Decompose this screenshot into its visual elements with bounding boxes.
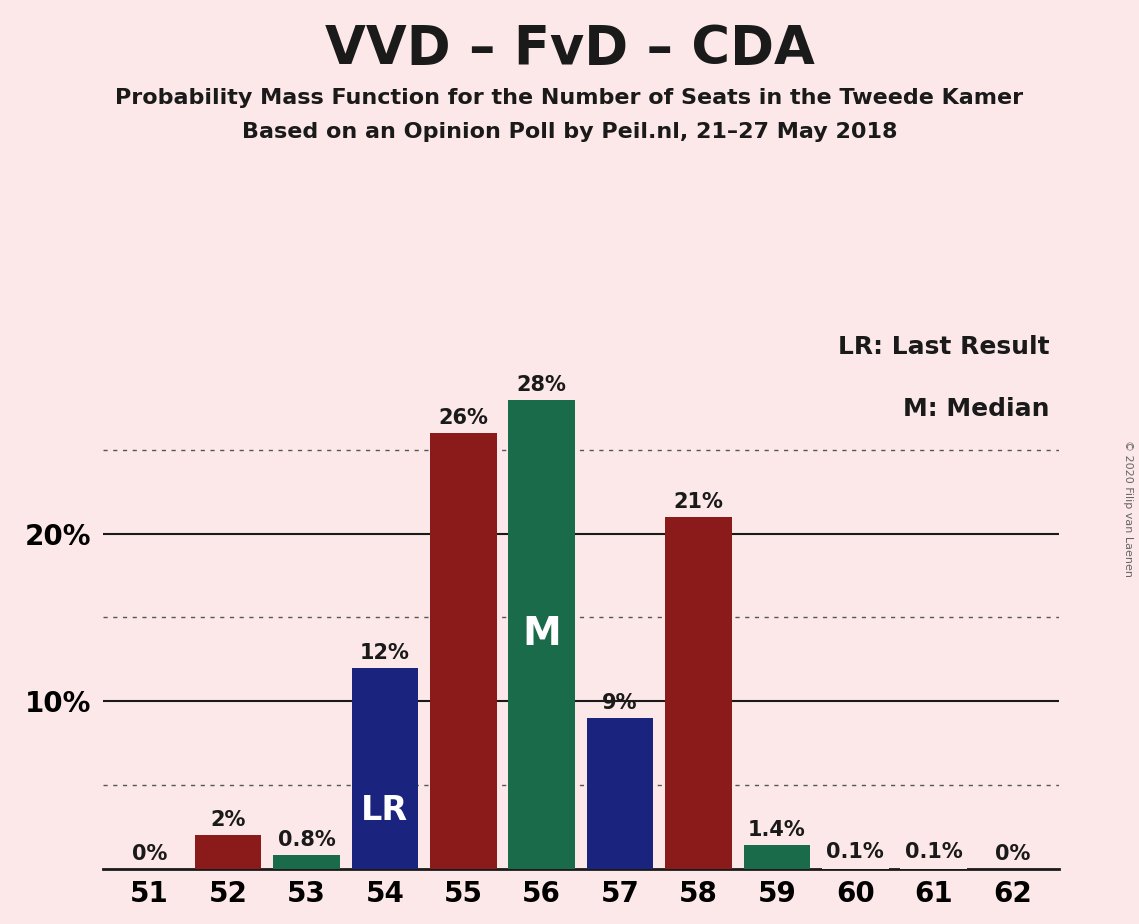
Text: VVD – FvD – CDA: VVD – FvD – CDA <box>325 23 814 75</box>
Bar <box>587 718 654 869</box>
Text: M: Median: M: Median <box>903 397 1050 421</box>
Bar <box>273 856 339 869</box>
Bar <box>822 867 888 869</box>
Text: M: M <box>523 615 562 653</box>
Text: LR: Last Result: LR: Last Result <box>838 335 1050 359</box>
Bar <box>195 835 261 869</box>
Bar <box>665 517 732 869</box>
Text: 0%: 0% <box>994 845 1030 864</box>
Text: 2%: 2% <box>211 810 246 830</box>
Text: LR: LR <box>361 794 409 827</box>
Text: 12%: 12% <box>360 642 410 663</box>
Text: 28%: 28% <box>517 374 566 395</box>
Bar <box>352 667 418 869</box>
Text: 0.1%: 0.1% <box>904 842 962 862</box>
Bar <box>744 845 810 869</box>
Text: 21%: 21% <box>673 492 723 512</box>
Text: 0.8%: 0.8% <box>278 830 335 850</box>
Text: 1.4%: 1.4% <box>748 821 805 840</box>
Bar <box>508 400 575 869</box>
Text: Probability Mass Function for the Number of Seats in the Tweede Kamer: Probability Mass Function for the Number… <box>115 88 1024 108</box>
Text: 0.1%: 0.1% <box>827 842 884 862</box>
Text: 9%: 9% <box>603 693 638 712</box>
Text: 0%: 0% <box>132 845 167 864</box>
Text: Based on an Opinion Poll by Peil.nl, 21–27 May 2018: Based on an Opinion Poll by Peil.nl, 21–… <box>241 122 898 142</box>
Bar <box>429 433 497 869</box>
Text: © 2020 Filip van Laenen: © 2020 Filip van Laenen <box>1123 440 1133 577</box>
Bar <box>901 867 967 869</box>
Text: 26%: 26% <box>439 408 489 428</box>
